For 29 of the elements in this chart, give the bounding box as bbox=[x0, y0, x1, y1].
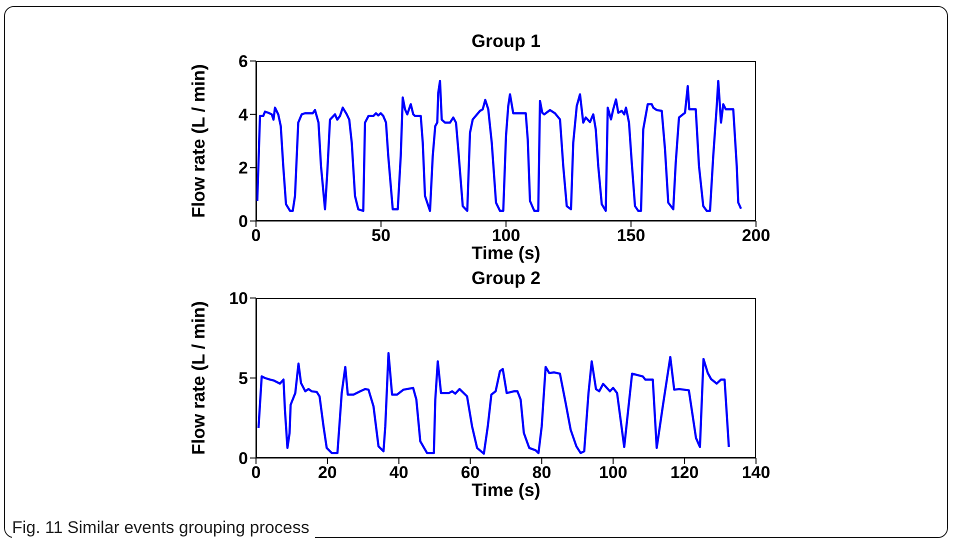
caption: Fig. 11 Similar events grouping process bbox=[12, 518, 310, 538]
x-tick-label: 140 bbox=[742, 463, 770, 482]
y-tick-label: 5 bbox=[238, 369, 248, 388]
x-tick-label: 80 bbox=[532, 463, 552, 482]
y-tick-label: 0 bbox=[238, 449, 248, 468]
x-tick-label: 0 bbox=[251, 463, 261, 482]
line-series bbox=[257, 352, 730, 455]
y-tick-label: 0 bbox=[238, 212, 248, 232]
x-tick-label: 100 bbox=[492, 226, 520, 246]
x-tick-label: 0 bbox=[251, 226, 261, 246]
x-axis-title: Time (s) bbox=[472, 480, 540, 500]
chart-title: Group 1 bbox=[470, 31, 542, 52]
y-axis-title: Flow rate (L / min) bbox=[188, 301, 208, 455]
x-tick-label: 200 bbox=[742, 226, 770, 246]
line-series bbox=[256, 80, 742, 212]
x-tick-label: 100 bbox=[598, 463, 628, 482]
y-axis-title: Flow rate (L / min) bbox=[188, 64, 208, 218]
chart-title: Group 2 bbox=[470, 268, 542, 289]
x-axis-title: Time (s) bbox=[472, 243, 540, 263]
x-tick-label: 150 bbox=[616, 226, 646, 246]
y-tick-label: 10 bbox=[229, 289, 248, 308]
x-tick-label: 120 bbox=[670, 463, 699, 482]
x-tick-label: 40 bbox=[389, 463, 408, 482]
x-tick-label: 50 bbox=[372, 226, 390, 246]
x-tick-label: 60 bbox=[460, 463, 480, 482]
x-tick-label: 20 bbox=[318, 463, 337, 482]
y-tick-label: 4 bbox=[238, 105, 249, 124]
y-tick-label: 6 bbox=[238, 52, 248, 72]
y-tick-label: 2 bbox=[238, 158, 248, 178]
